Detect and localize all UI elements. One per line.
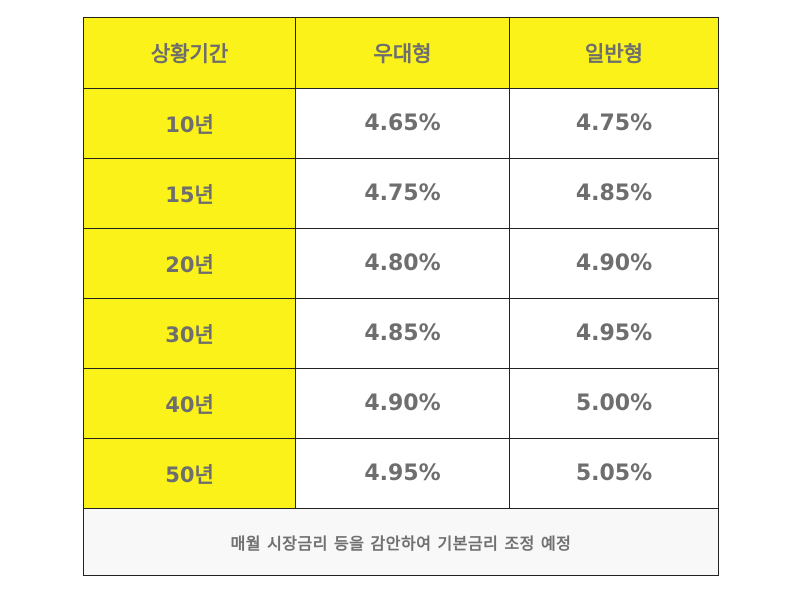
table-row: 15년 4.75% 4.85% [83,158,719,229]
table-row: 20년 4.80% 4.90% [83,228,719,299]
period-cell: 40년 [83,368,296,439]
preferred-rate-cell: 4.95% [295,438,510,509]
header-period: 상황기간 [83,17,296,89]
period-cell: 10년 [83,88,296,159]
footer-note: 매월 시장금리 등을 감안하여 기본금리 조정 예정 [83,508,719,576]
interest-rate-table: 상황기간 우대형 일반형 10년 4.65% 4.75% 15년 4.75% 4… [83,17,719,576]
table-row: 50년 4.95% 5.05% [83,438,719,509]
header-preferred: 우대형 [295,17,510,89]
period-cell: 30년 [83,298,296,369]
header-general: 일반형 [509,17,719,89]
table-row: 40년 4.90% 5.00% [83,368,719,439]
preferred-rate-cell: 4.75% [295,158,510,229]
table-row: 30년 4.85% 4.95% [83,298,719,369]
period-cell: 15년 [83,158,296,229]
table-row: 10년 4.65% 4.75% [83,88,719,159]
general-rate-cell: 5.05% [509,438,719,509]
preferred-rate-cell: 4.65% [295,88,510,159]
general-rate-cell: 4.85% [509,158,719,229]
general-rate-cell: 4.95% [509,298,719,369]
preferred-rate-cell: 4.85% [295,298,510,369]
general-rate-cell: 5.00% [509,368,719,439]
preferred-rate-cell: 4.90% [295,368,510,439]
general-rate-cell: 4.90% [509,228,719,299]
table-header-row: 상황기간 우대형 일반형 [83,17,719,89]
table-footer-row: 매월 시장금리 등을 감안하여 기본금리 조정 예정 [83,508,719,576]
preferred-rate-cell: 4.80% [295,228,510,299]
general-rate-cell: 4.75% [509,88,719,159]
period-cell: 20년 [83,228,296,299]
period-cell: 50년 [83,438,296,509]
